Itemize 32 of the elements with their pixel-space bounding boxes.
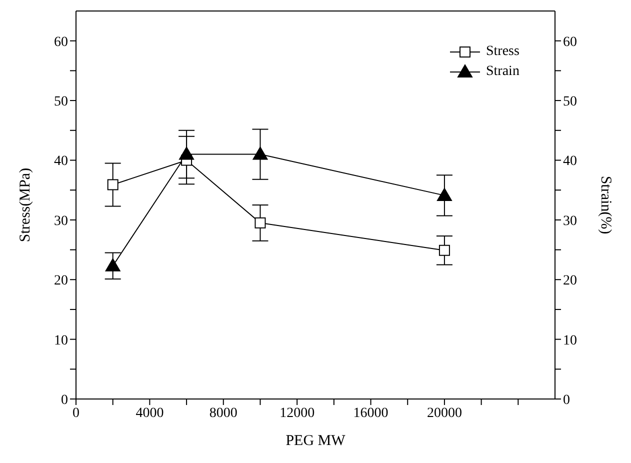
point [179,146,194,160]
x-tick-label: 16000 [353,406,388,421]
x-axis-title: PEG MW [286,433,346,449]
x-tick-label: 12000 [280,406,315,421]
y-tick-label: 40 [54,154,68,170]
y-tick-label: 20 [54,274,68,289]
y2-tick-label: 40 [563,154,577,170]
point [436,188,452,201]
legend-label: Strain [486,64,520,80]
x-tick-label: 20000 [426,406,462,421]
y-tick-label: 10 [54,333,68,348]
point [107,179,118,190]
point [105,258,120,272]
legend-label: Stress [486,44,520,60]
x-tick-label: 4000 [136,406,164,421]
y2-tick-label: 30 [563,214,577,229]
y-tick-label: 50 [54,94,68,110]
y-axis-title: Stress(MPa) [17,168,34,242]
point [438,244,450,256]
y-tick-label: 30 [54,214,68,229]
y2-tick-label: 50 [563,94,577,110]
y2-tick-label: 60 [563,34,577,50]
point [252,146,268,160]
x-tick-label: 8000 [209,406,238,421]
y-tick-label: 60 [54,34,68,50]
y2-axis-title: Strain(%) [598,176,614,234]
point [254,217,266,228]
y-tick-label: 0 [61,392,68,408]
y2-tick-label: 20 [563,274,577,289]
y2-tick-label: 10 [563,333,577,348]
y2-tick-label: 0 [563,392,570,408]
x-tick-label: 0 [72,406,80,421]
